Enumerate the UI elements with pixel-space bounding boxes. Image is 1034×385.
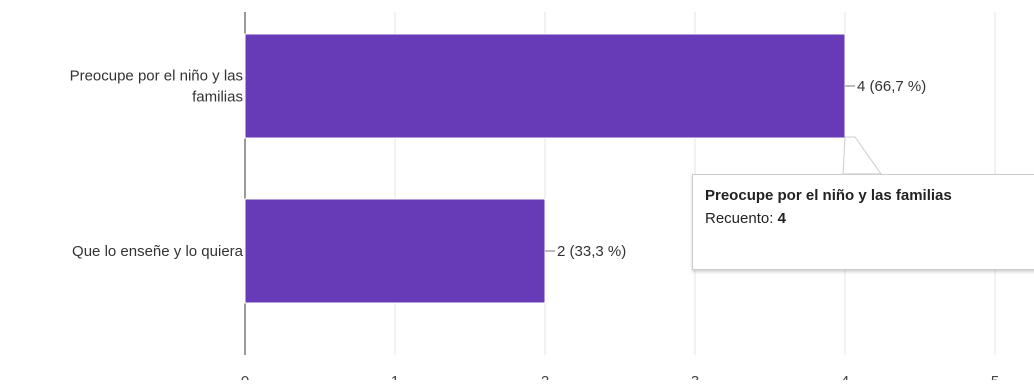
- x-tick-label: 4: [841, 373, 849, 380]
- category-labels: Preocupe por el niño y las familias Que lo…: [70, 68, 244, 261]
- x-tick-label: 5: [991, 373, 999, 380]
- bar-tooltip: Preocupe por el niño y las familias Recu…: [692, 174, 1034, 270]
- category-label: Preocupe por el niño y las: [70, 68, 243, 85]
- x-axis-ticks: 0 1 2 3 4 5: [241, 373, 999, 385]
- category-label: Que lo enseñe y lo quiera: [72, 243, 244, 260]
- bar[interactable]: [244, 33, 846, 139]
- tooltip-count-value: 4: [777, 210, 786, 227]
- tooltip-title: Preocupe por el niño y las familias: [705, 187, 952, 204]
- x-tick-label: 0: [241, 373, 249, 380]
- tooltip-count-label: Recuento:: [705, 210, 774, 227]
- category-label: familias: [192, 89, 243, 106]
- data-label: 4 (66,7 %): [857, 78, 926, 95]
- x-tick-label: 1: [391, 373, 399, 380]
- bar[interactable]: [244, 198, 546, 304]
- bars[interactable]: [244, 33, 846, 304]
- data-label: 2 (33,3 %): [557, 243, 626, 260]
- x-tick-label: 2: [541, 373, 549, 380]
- tooltip-count-row: Recuento: 4: [705, 210, 1034, 227]
- tooltip-pointer: [842, 136, 882, 175]
- x-tick-label: 3: [691, 373, 699, 380]
